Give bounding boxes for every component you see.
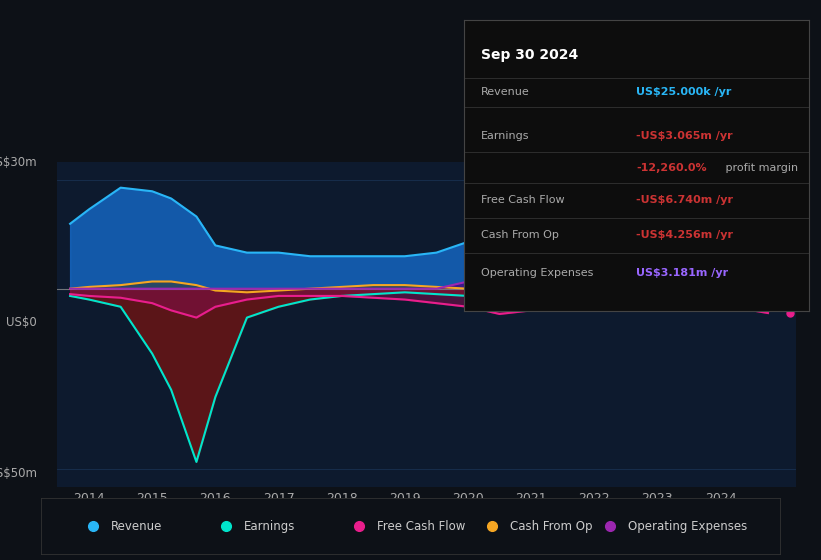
Text: Cash From Op: Cash From Op [481,230,559,240]
Text: Operating Expenses: Operating Expenses [481,268,594,278]
Text: US$3.181m /yr: US$3.181m /yr [636,268,728,278]
Text: Revenue: Revenue [112,520,163,533]
Text: -US$50m: -US$50m [0,466,37,480]
Text: -US$3.065m /yr: -US$3.065m /yr [636,131,733,141]
Text: profit margin: profit margin [722,163,799,173]
Text: Free Cash Flow: Free Cash Flow [378,520,466,533]
Text: Sep 30 2024: Sep 30 2024 [481,48,578,62]
Text: US$25.000k /yr: US$25.000k /yr [636,87,732,97]
Text: US$30m: US$30m [0,156,37,169]
Text: Earnings: Earnings [481,131,530,141]
Text: US$0: US$0 [7,315,37,329]
Text: -US$6.740m /yr: -US$6.740m /yr [636,195,733,205]
Text: Operating Expenses: Operating Expenses [629,520,748,533]
Text: Earnings: Earnings [245,520,296,533]
Text: -12,260.0%: -12,260.0% [636,163,707,173]
Text: Cash From Op: Cash From Op [511,520,593,533]
Text: Revenue: Revenue [481,87,530,97]
Text: -US$4.256m /yr: -US$4.256m /yr [636,230,733,240]
Text: Free Cash Flow: Free Cash Flow [481,195,565,205]
